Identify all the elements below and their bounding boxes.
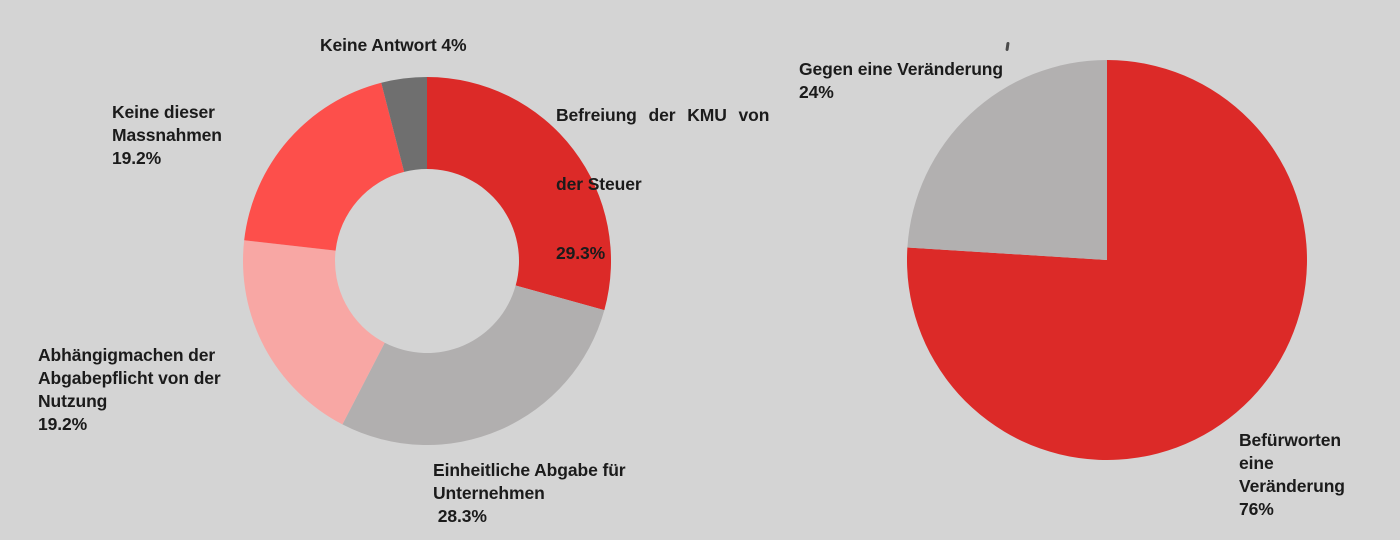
chart-label-befreiung-line3: 29.3%: [556, 243, 606, 263]
pie-slice: [243, 240, 385, 425]
chart-label-befreiung-line2: der Steuer: [556, 174, 642, 194]
chart-label-keine-antwort: Keine Antwort 4%: [320, 35, 467, 55]
pie-chart-veraenderung: [907, 60, 1307, 460]
donut-chart-massnahmen: [243, 77, 611, 445]
chart-label-abhaengigmachen: Abhängigmachen der Abgabepflicht von der…: [38, 345, 221, 434]
pie-slice: [381, 77, 427, 172]
chart-label-keine-dieser: Keine dieser Massnahmen 19.2%: [112, 102, 222, 168]
pie-slice: [907, 60, 1107, 260]
stray-mark-artifact: [1005, 41, 1010, 52]
chart-label-einheitliche-abgabe: Einheitliche Abgabe für Unternehmen 28.3…: [433, 460, 626, 526]
chart-label-befreiung-line1: Befreiung der KMU von: [556, 105, 770, 125]
chart-label-befreiung: Befreiung der KMU von der Steuer 29.3%: [556, 58, 774, 311]
chart-label-befuerworten-veraenderung: Befürworten eine Veränderung 76%: [1239, 430, 1345, 519]
pie-slice: [244, 82, 405, 251]
pie-slice: [427, 77, 611, 311]
chart-label-gegen-veraenderung: Gegen eine Veränderung 24%: [799, 59, 1003, 102]
pie-slice: [342, 285, 605, 445]
bottom-edge-strip: [0, 540, 1400, 544]
pie-slice: [907, 60, 1307, 460]
